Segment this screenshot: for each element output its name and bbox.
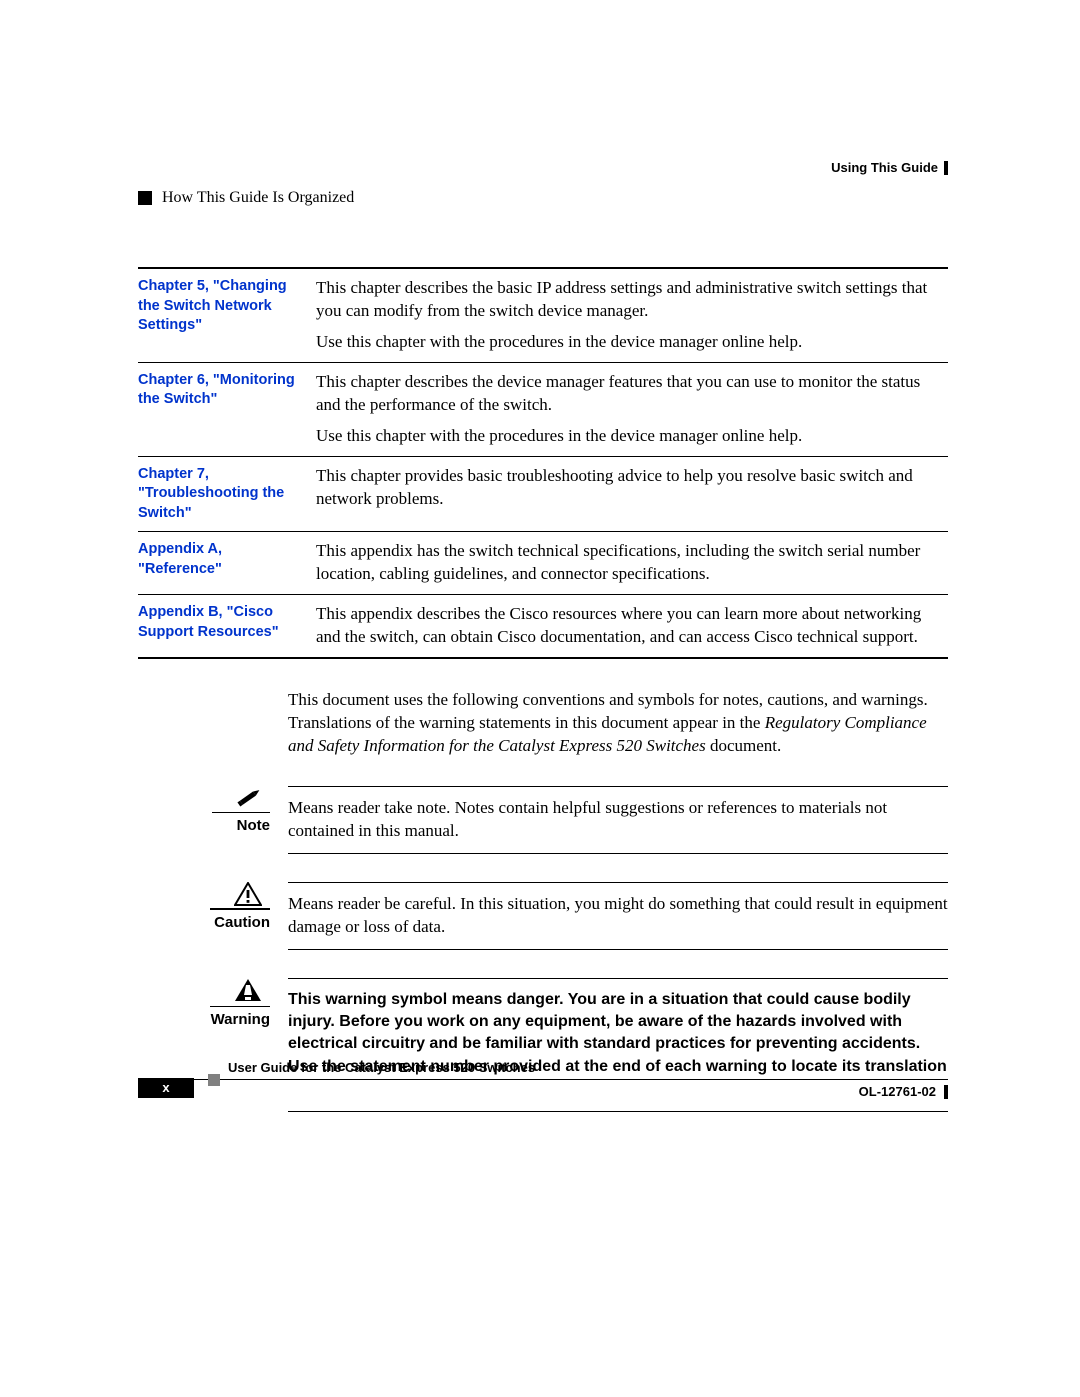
table-row: Chapter 6, "Monitoring the Switch"This c… bbox=[138, 362, 948, 456]
section-title: How This Guide Is Organized bbox=[162, 189, 354, 207]
chapter-link[interactable]: Appendix A, "Reference" bbox=[138, 532, 316, 595]
footer-marker bbox=[208, 1074, 220, 1086]
doc-id: OL-12761-02 bbox=[859, 1084, 936, 1099]
chapter-description: This appendix describes the Cisco resour… bbox=[316, 595, 948, 658]
footer-title: User Guide for the Catalyst Express 520 … bbox=[228, 1060, 948, 1075]
header-right: Using This Guide bbox=[831, 160, 938, 175]
caution-icon bbox=[234, 882, 262, 906]
chapter-link[interactable]: Appendix B, "Cisco Support Resources" bbox=[138, 595, 316, 658]
note-callout: Note Means reader take note. Notes conta… bbox=[138, 786, 948, 854]
chapter-link[interactable]: Chapter 6, "Monitoring the Switch" bbox=[138, 362, 316, 456]
caution-text: Means reader be careful. In this situati… bbox=[288, 882, 948, 950]
table-row: Chapter 5, "Changing the Switch Network … bbox=[138, 268, 948, 362]
caution-label: Caution bbox=[214, 914, 270, 931]
note-label: Note bbox=[237, 817, 270, 834]
chapter-description: This chapter provides basic troubleshoot… bbox=[316, 456, 948, 532]
section-marker bbox=[138, 191, 152, 205]
footer-bar-icon bbox=[944, 1085, 948, 1099]
page-number: x bbox=[138, 1078, 194, 1098]
warning-icon bbox=[234, 978, 262, 1004]
note-icon bbox=[236, 786, 262, 810]
chapter-link[interactable]: Chapter 5, "Changing the Switch Network … bbox=[138, 268, 316, 362]
chapter-link[interactable]: Chapter 7, "Troubleshooting the Switch" bbox=[138, 456, 316, 532]
table-row: Appendix B, "Cisco Support Resources"Thi… bbox=[138, 595, 948, 658]
caution-callout: Caution Means reader be careful. In this… bbox=[138, 882, 948, 950]
chapter-description: This chapter describes the device manage… bbox=[316, 362, 948, 456]
header-marker bbox=[944, 161, 948, 175]
note-text: Means reader take note. Notes contain he… bbox=[288, 786, 948, 854]
chapter-description: This appendix has the switch technical s… bbox=[316, 532, 948, 595]
warning-label: Warning bbox=[211, 1011, 270, 1028]
chapter-description: This chapter describes the basic IP addr… bbox=[316, 268, 948, 362]
table-row: Chapter 7, "Troubleshooting the Switch"T… bbox=[138, 456, 948, 532]
chapters-table: Chapter 5, "Changing the Switch Network … bbox=[138, 267, 948, 659]
table-row: Appendix A, "Reference"This appendix has… bbox=[138, 532, 948, 595]
conventions-paragraph: This document uses the following convent… bbox=[288, 689, 948, 758]
